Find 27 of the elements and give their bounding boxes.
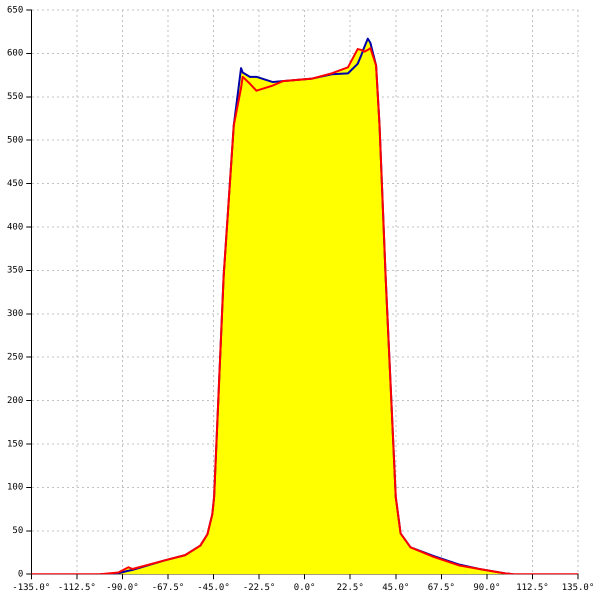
x-tick-label: 0.0°: [294, 582, 316, 593]
y-tick-label: 50: [12, 526, 24, 536]
y-tick-label: 200: [6, 396, 24, 406]
y-tick-label: 400: [6, 222, 24, 232]
x-tick-label: -135.0°: [12, 582, 50, 593]
x-tick-label: 90.0°: [473, 582, 500, 593]
x-tick-label: 45.0°: [382, 582, 410, 593]
y-tick-label: 0: [18, 570, 24, 580]
y-tick-label: 350: [6, 266, 24, 276]
x-tick-label: -67.5°: [152, 582, 184, 593]
x-tick-label: -90.0°: [106, 582, 139, 593]
y-tick-label: 600: [6, 48, 24, 59]
y-tick-label: 550: [6, 92, 24, 102]
x-tick-label: 67.5°: [428, 582, 455, 593]
y-tick-label: 450: [6, 178, 24, 189]
x-tick-label: 112.5°: [516, 582, 549, 593]
y-tick-label: 250: [6, 352, 24, 363]
x-tick-label: -22.5°: [242, 582, 276, 593]
x-tick-label: -45.0°: [197, 582, 230, 593]
y-tick-label: 500: [6, 136, 24, 146]
x-tick-label: -112.5°: [58, 582, 96, 593]
x-tick-label: 22.5°: [336, 582, 364, 593]
y-tick-label: 150: [6, 439, 24, 450]
y-tick-label: 650: [6, 5, 24, 16]
y-tick-label: 100: [6, 482, 24, 493]
y-tick-label: 300: [6, 309, 24, 320]
x-tick-label: 135.0°: [562, 582, 594, 593]
